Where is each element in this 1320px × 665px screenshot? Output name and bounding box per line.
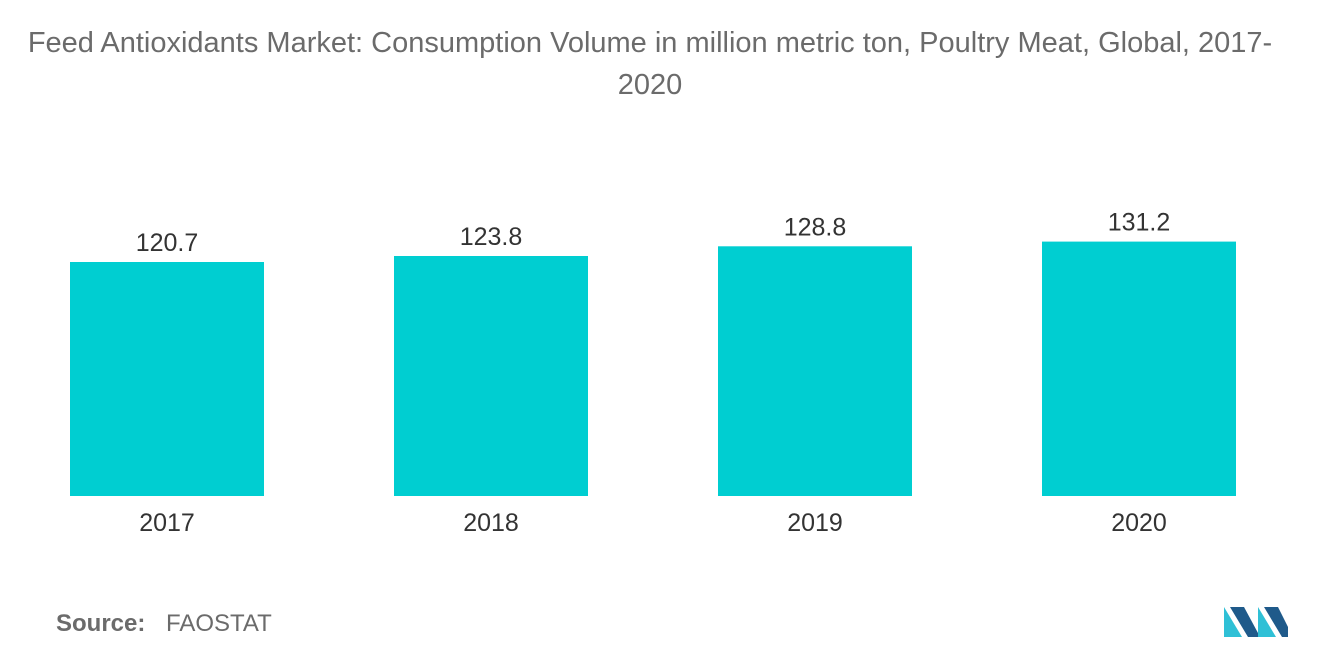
x-tick-label-2019: 2019 [787,509,843,537]
bar-2020 [1042,241,1236,496]
bar-2018 [394,256,588,496]
x-tick-label-2017: 2017 [139,509,195,537]
source-note: Source: FAOSTAT [56,610,272,638]
bar-2017 [70,262,264,496]
data-label-2017: 120.7 [136,229,199,257]
source-value: FAOSTAT [166,610,272,637]
mordor-intelligence-logo-icon [1222,603,1290,644]
data-label-2018: 123.8 [460,223,523,251]
chart-title: Feed Antioxidants Market: Consumption Vo… [27,27,1273,101]
source-label: Source: [56,610,146,637]
x-tick-label-2020: 2020 [1111,509,1167,537]
x-tick-label-2018: 2018 [463,509,519,537]
data-label-2020: 131.2 [1108,209,1171,237]
bar-chart: 120.7 2017 123.8 2018 128.8 2019 131.2 2020 [70,209,1236,537]
bar-2019 [718,246,912,496]
data-label-2019: 128.8 [784,213,847,241]
